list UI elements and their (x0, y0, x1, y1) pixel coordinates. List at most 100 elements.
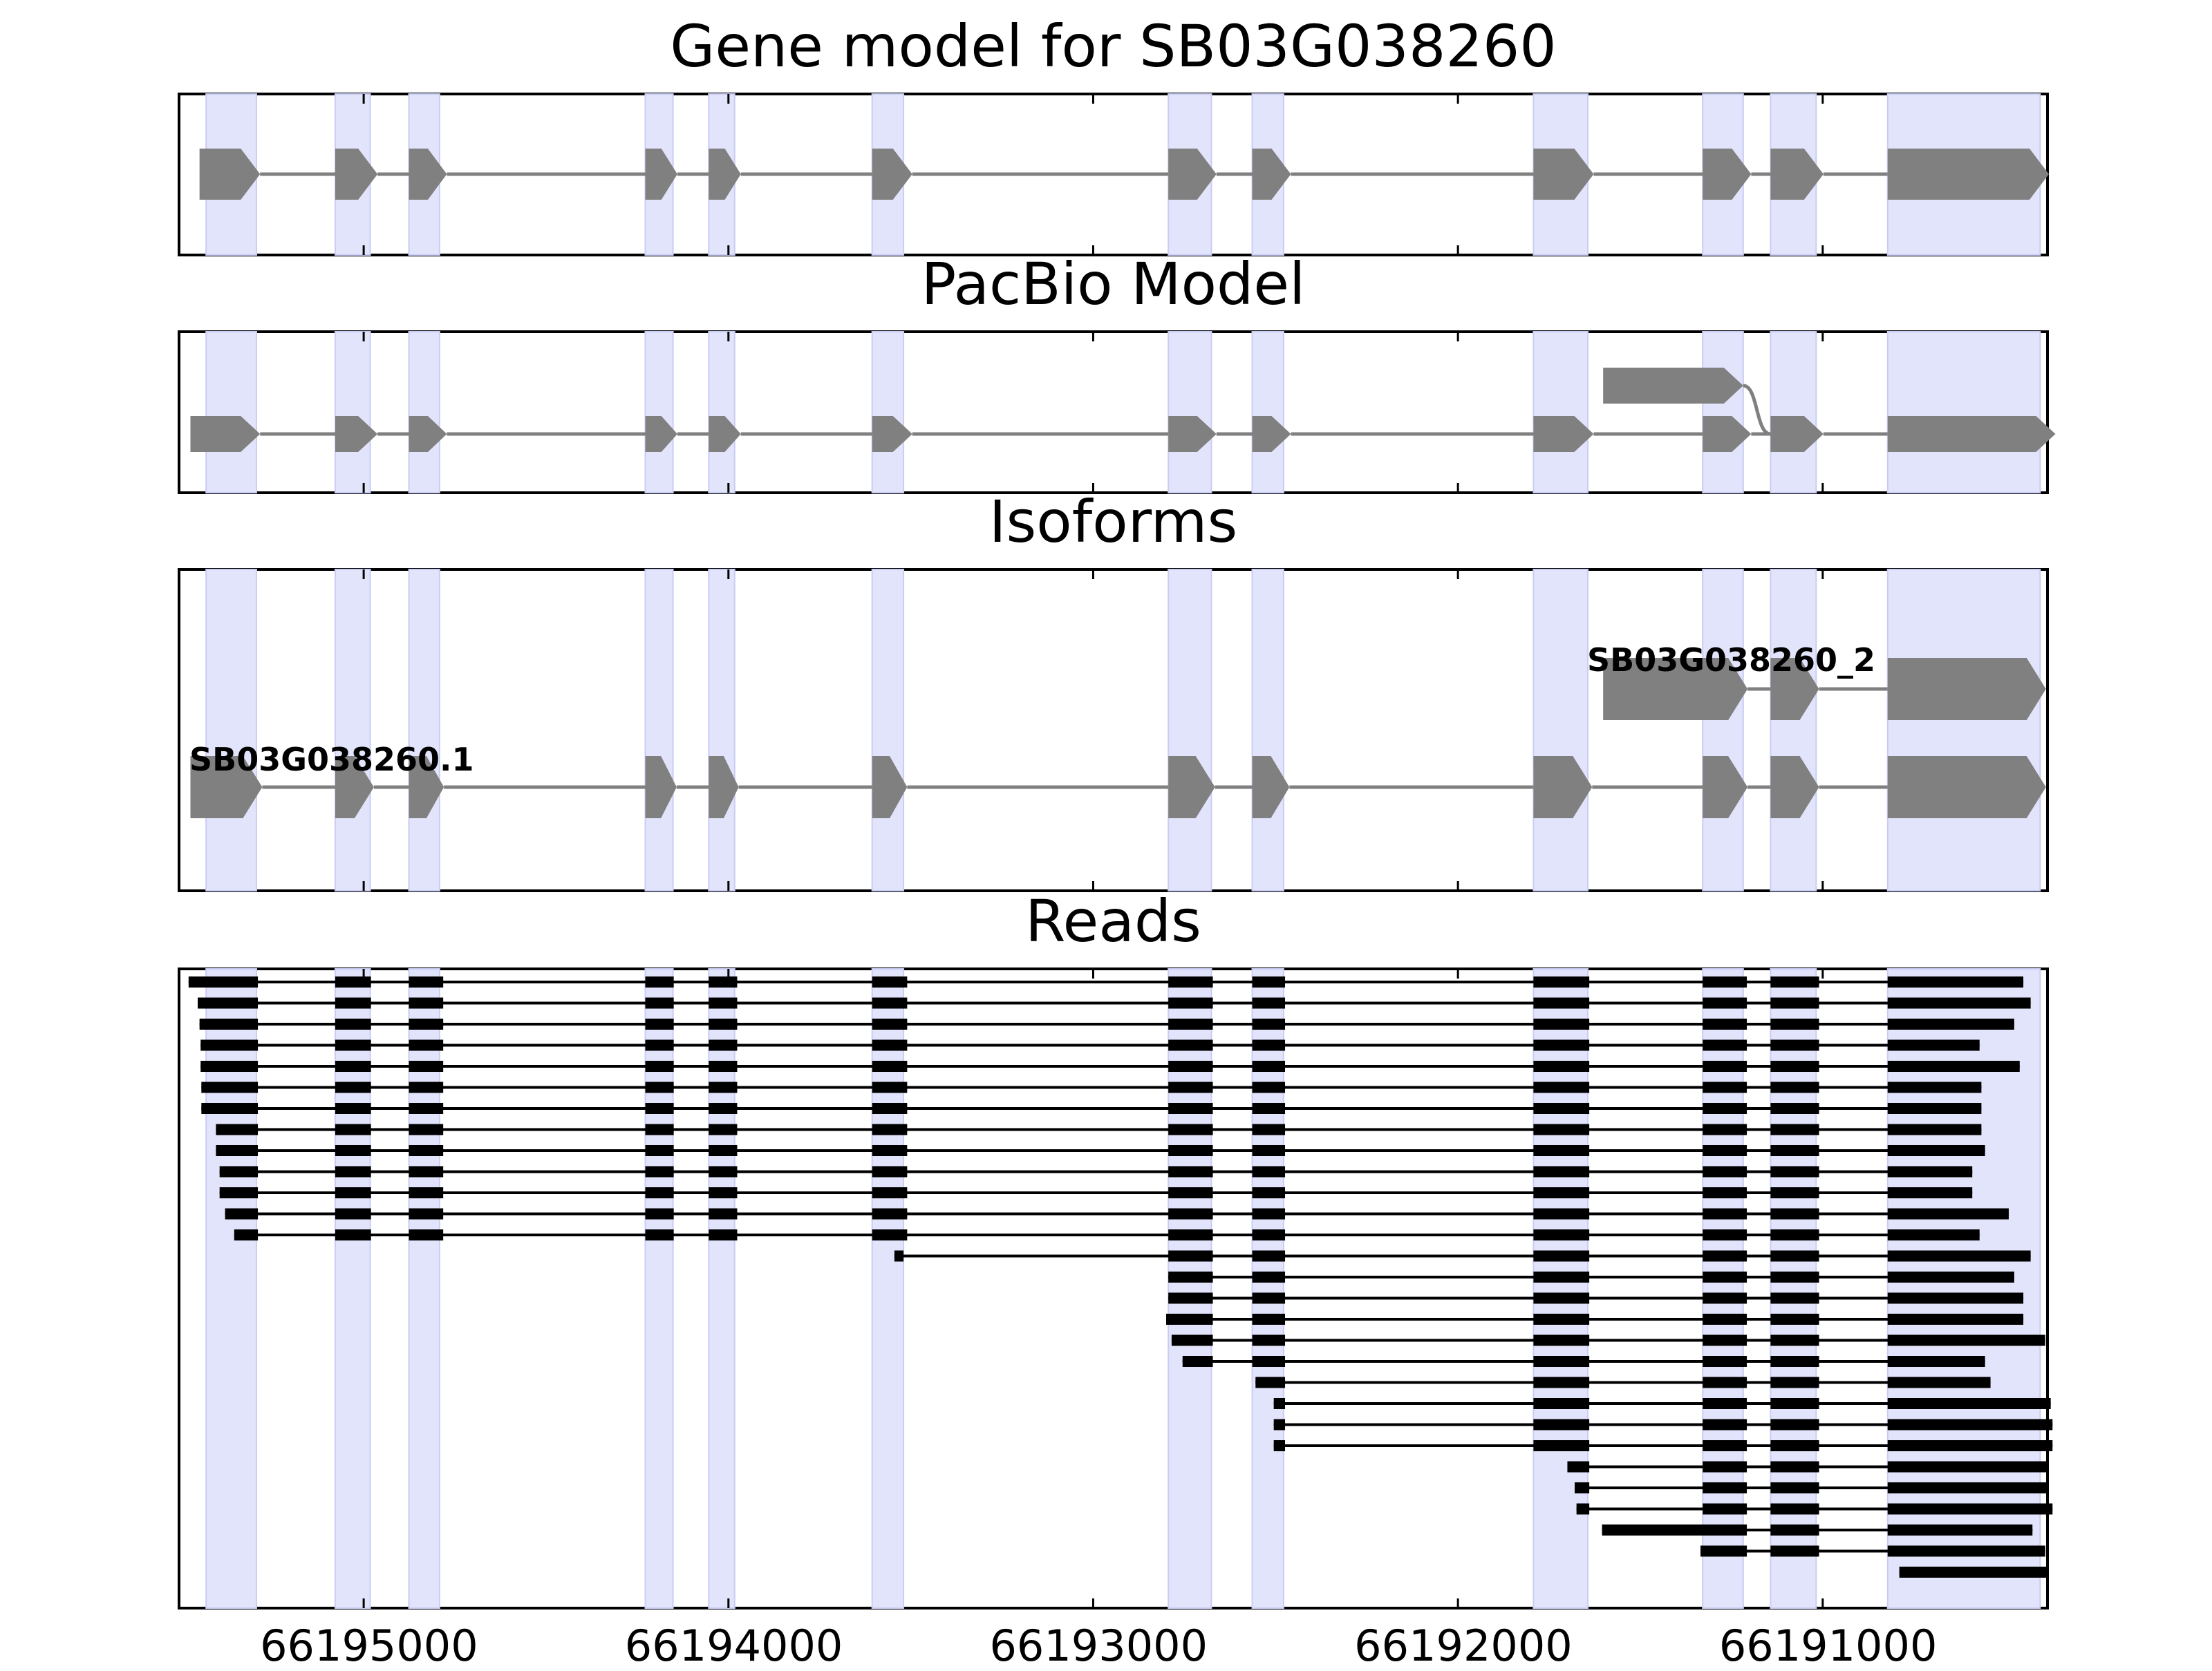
read-block (1533, 1019, 1590, 1030)
highlight-region (1886, 968, 2041, 1609)
read-block (1533, 1124, 1590, 1135)
read-block (335, 976, 371, 988)
pacbio-model-panel (178, 330, 2049, 494)
read-block (1252, 1356, 1286, 1367)
read-block (1533, 976, 1590, 988)
read-block (1770, 1292, 1819, 1304)
read-block (1887, 1039, 1980, 1051)
read-block (1602, 1524, 1747, 1536)
highlight-region (1533, 968, 1589, 1609)
read-block (1887, 1398, 2051, 1409)
read-block (1168, 1229, 1213, 1240)
x-tick-label-2: 66193000 (989, 1621, 1208, 1671)
read-block (709, 1166, 738, 1178)
gene-model-exon (409, 149, 447, 200)
highlight-region (334, 331, 371, 493)
read-block (1770, 1187, 1819, 1198)
read-block (645, 1019, 674, 1030)
read-block (409, 1124, 444, 1135)
read-block (1168, 1272, 1213, 1283)
read-block (872, 1145, 908, 1156)
highlight-region (1168, 968, 1212, 1609)
read-block (1770, 1377, 1819, 1388)
highlight-region (1886, 331, 2041, 493)
pacbio-exon (1168, 416, 1217, 452)
highlight-region (871, 569, 905, 891)
read-block (335, 1229, 371, 1240)
read-block (1168, 1187, 1213, 1198)
read-block (1171, 1334, 1213, 1346)
read-block (1576, 1503, 1590, 1515)
read-block (872, 1103, 908, 1114)
read-block (1770, 1334, 1819, 1346)
read-block (1703, 997, 1747, 1009)
highlight-region (1886, 569, 2041, 891)
read-block (1703, 1082, 1747, 1093)
read-block (1533, 1208, 1590, 1220)
read-block (1168, 1039, 1213, 1051)
isoform-2-exon (1603, 658, 1748, 720)
highlight-region (708, 569, 735, 891)
read-block (1533, 1166, 1590, 1178)
highlight-region (1533, 569, 1589, 891)
read-block (709, 1103, 738, 1114)
pacbio-exon (709, 416, 741, 452)
read-block (1770, 1250, 1819, 1262)
read-block (1899, 1567, 2049, 1578)
read-block (709, 1187, 738, 1198)
read-block (1252, 1166, 1286, 1178)
read-block (1770, 1019, 1819, 1030)
read-block (645, 1145, 674, 1156)
highlight-region (1702, 331, 1744, 493)
read-block (1703, 976, 1747, 988)
read-block (1887, 1419, 2053, 1431)
isoform-1-exon (1770, 756, 1819, 818)
x-tick-label-1: 66194000 (624, 1621, 843, 1671)
read-block (872, 976, 908, 988)
read-block (1700, 1545, 1747, 1557)
highlight-region (1251, 569, 1284, 891)
read-block (1252, 1250, 1286, 1262)
highlight-region (1251, 968, 1284, 1609)
pacbio-exon (872, 416, 912, 452)
read-block (201, 1082, 259, 1093)
reads-panel (178, 967, 2049, 1609)
read-block (409, 1145, 444, 1156)
isoform-1-exon (1252, 756, 1290, 818)
read-block (1168, 997, 1213, 1009)
pacbio-exon (409, 416, 447, 452)
read-block (894, 1250, 904, 1262)
read-block (1703, 1061, 1747, 1072)
read-block (709, 1039, 738, 1051)
read-block (1887, 1272, 2014, 1283)
highlight-region (644, 331, 674, 493)
read-block (1887, 1314, 2024, 1325)
read-block (1533, 1103, 1590, 1114)
read-block (1273, 1398, 1286, 1409)
read-block (1252, 1039, 1286, 1051)
read-block (1887, 1524, 2033, 1536)
read-block (1703, 1039, 1747, 1051)
gene-model-exon (1252, 149, 1291, 200)
read-block (225, 1208, 259, 1220)
read-block (1168, 1208, 1213, 1220)
read-block (198, 997, 259, 1009)
pacbio-exon (1533, 416, 1594, 452)
isoform-1-exon (872, 756, 908, 818)
read-block (1168, 1061, 1213, 1072)
highlight-region (1770, 569, 1817, 891)
read-block (872, 1187, 908, 1198)
read-block (1703, 1503, 1747, 1515)
read-block (1703, 1124, 1747, 1135)
read-block (1703, 1314, 1747, 1325)
highlight-region (1770, 331, 1817, 493)
read-block (1252, 1082, 1286, 1093)
read-block (1533, 997, 1590, 1009)
read-block (1770, 1061, 1819, 1072)
read-block (645, 976, 674, 988)
read-block (1887, 1440, 2053, 1451)
read-block (1533, 1440, 1590, 1451)
read-block (1168, 1082, 1213, 1093)
isoform-2-exon (1770, 658, 1819, 720)
pacbio-exon (190, 416, 261, 452)
